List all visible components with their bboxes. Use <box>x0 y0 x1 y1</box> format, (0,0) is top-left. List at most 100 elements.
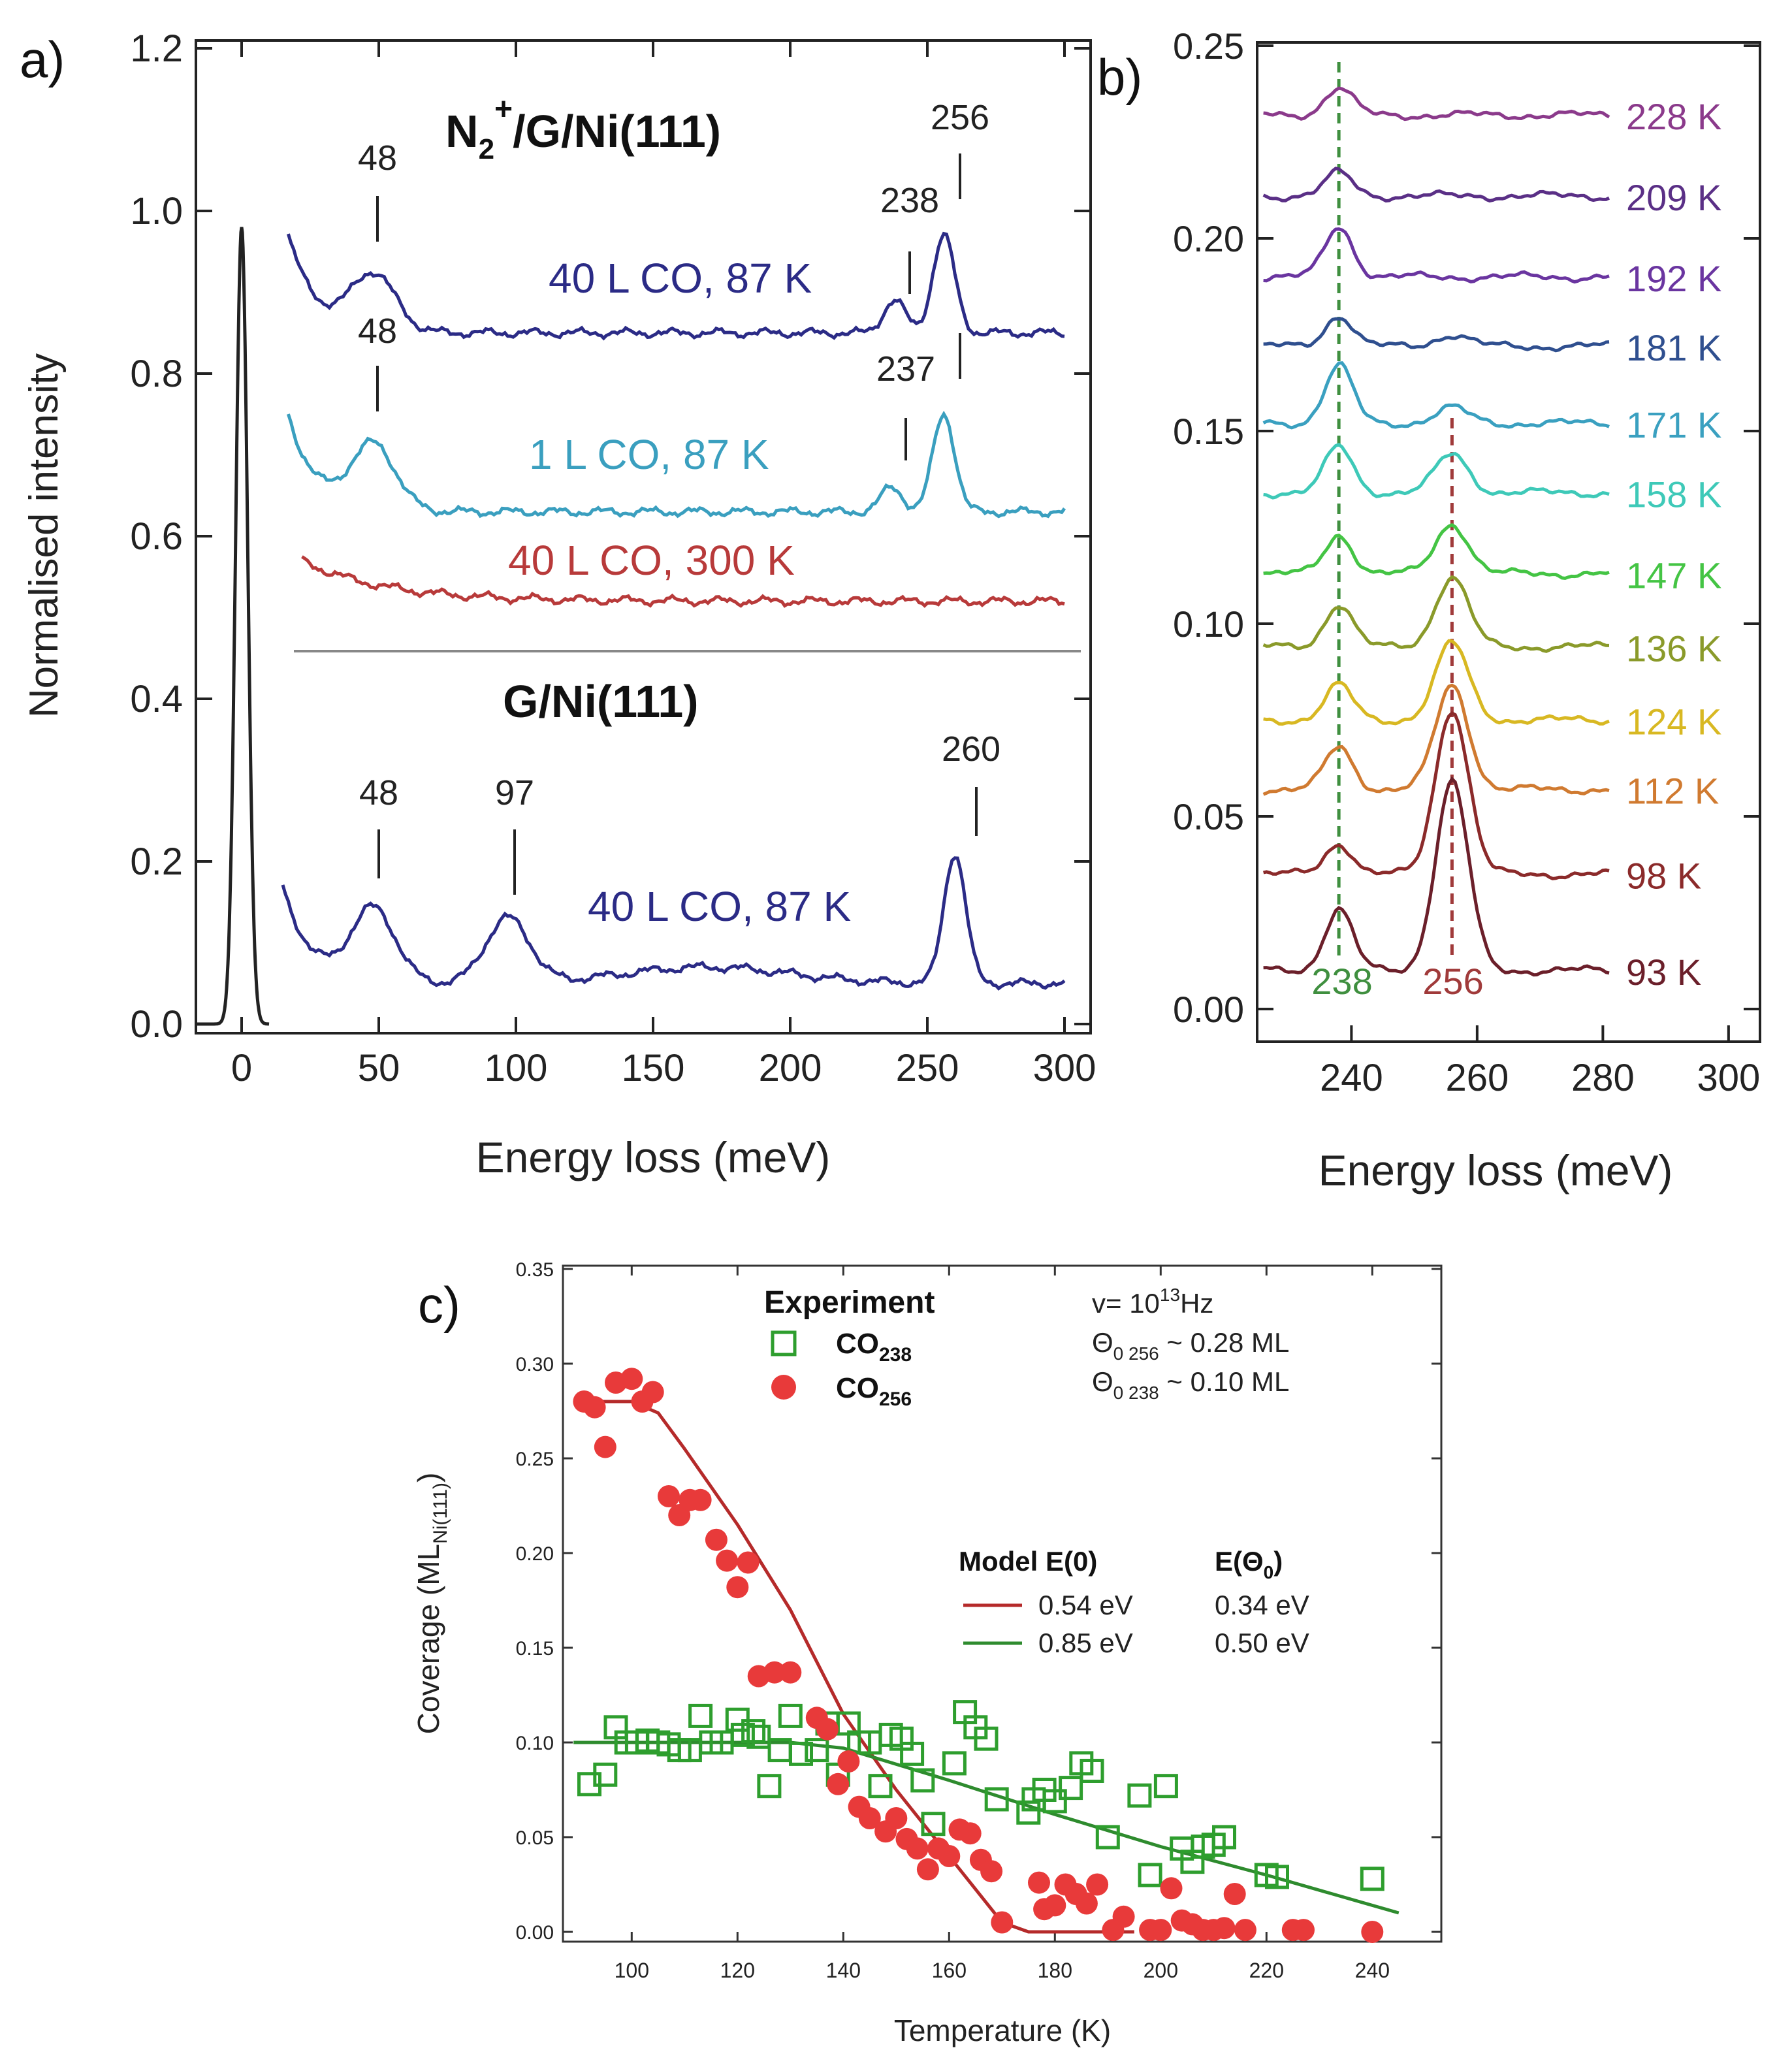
panel-c-xtick-label: 120 <box>720 1959 755 1982</box>
model-curve-054 <box>584 1400 1134 1934</box>
temperature-label: 147 K <box>1626 554 1721 596</box>
co238-point <box>746 1724 771 1749</box>
panel-c-xtick-label: 180 <box>1038 1959 1072 1982</box>
co256-point <box>1213 1917 1236 1940</box>
co238-point <box>910 1768 935 1793</box>
panel-b-axes-frame <box>1256 41 1761 1043</box>
co238-point <box>984 1787 1009 1812</box>
co256-point <box>885 1807 908 1829</box>
co256-point <box>620 1368 643 1390</box>
co256-point <box>763 1661 786 1684</box>
temperature-label: 93 K <box>1626 952 1701 993</box>
panel-c-letter: c) <box>418 1276 460 1334</box>
panel-a-ytick-label: 0.8 <box>130 353 183 395</box>
panel-c-xtick-label: 200 <box>1144 1959 1178 1982</box>
co238-point <box>593 1762 618 1787</box>
legend-label-co256: CO256 <box>836 1372 912 1410</box>
co256-point <box>938 1845 961 1867</box>
temperature-curve-228K <box>1263 86 1610 121</box>
legend-title-experiment: Experiment <box>764 1285 935 1320</box>
co256-point <box>779 1661 802 1684</box>
panel-a-ylabel: Normalised intensity <box>22 353 67 718</box>
panel-c-xtick-label: 100 <box>615 1959 649 1982</box>
temperature-label: 192 K <box>1626 258 1721 299</box>
panel-a-xtick-label: 100 <box>485 1047 548 1089</box>
panel-b-axis-ticks: 240 260 280 300 0.00 0.05 0.10 0.15 0.20 0.25 <box>1173 25 1760 1099</box>
panel-a-xtick-label: 300 <box>1033 1047 1096 1089</box>
temperature-label: 112 K <box>1626 771 1719 812</box>
panel-c-ytick-label: 0.35 <box>516 1259 554 1281</box>
legend-marker-co238 <box>771 1330 797 1356</box>
temperature-label: 228 K <box>1626 96 1721 137</box>
co256-point <box>991 1911 1014 1934</box>
peak-label-260: 260 <box>942 730 1000 769</box>
model-e0-054: 0.54 eV <box>1038 1590 1133 1620</box>
co256-point <box>858 1807 881 1829</box>
co256-point <box>837 1750 860 1772</box>
co238-point <box>741 1719 766 1744</box>
co256-point <box>716 1549 739 1572</box>
panel-c-axes-frame <box>562 1264 1443 1943</box>
peak-label-48-bottom: 48 <box>359 773 398 812</box>
panel-c-ytick-label: 0.10 <box>516 1733 554 1754</box>
co238-point <box>805 1738 829 1763</box>
co256-point <box>1149 1919 1172 1942</box>
co238-point <box>1127 1783 1152 1808</box>
co256-point <box>594 1435 616 1458</box>
panel-b-xlabel: Energy loss (meV) <box>1319 1146 1673 1195</box>
panel-b-marker-label-256: 256 <box>1422 961 1483 1002</box>
co256-point <box>689 1488 712 1511</box>
panel-a: a) 0 50 100 150 200 250 300 0.0 0.2 0.4 0.6 0.8 1.0 1… <box>20 27 1096 1181</box>
param-frequency: v= 1013Hz <box>1092 1285 1213 1319</box>
temperature-label: 158 K <box>1626 473 1721 515</box>
panel-c-axis-ticks: 100 120 140 160 180 200 220 240 0.00 0.05 0.10 0.15… <box>516 1259 1441 1982</box>
co238-point <box>900 1741 925 1766</box>
panel-c-ytick-label: 0.15 <box>516 1638 554 1660</box>
panel-a-xtick-label: 150 <box>622 1047 685 1089</box>
peak-label-48-mid: 48 <box>358 312 397 351</box>
temperature-curve-209K <box>1262 167 1610 203</box>
co256-point <box>816 1718 839 1740</box>
temperature-curve-192K <box>1263 227 1610 284</box>
panel-b-ytick-label: 0.00 <box>1173 989 1244 1030</box>
panel-b-spectra <box>1262 86 1610 977</box>
peak-label-238: 238 <box>880 181 939 220</box>
co256-point <box>1361 1921 1384 1943</box>
spectrum-label-40L-300K: 40 L CO, 300 K <box>508 537 795 584</box>
co256-point <box>827 1772 850 1795</box>
co238-point <box>778 1703 803 1728</box>
panel-c-ytick-label: 0.30 <box>516 1354 554 1375</box>
co238-point <box>1212 1825 1236 1850</box>
panel-a-xtick-label: 0 <box>231 1047 252 1089</box>
temperature-curve-171K <box>1262 361 1610 430</box>
model-etheta-050: 0.50 eV <box>1215 1628 1309 1658</box>
co238-point <box>1016 1800 1041 1825</box>
panel-b-ytick-label: 0.10 <box>1173 603 1244 645</box>
panel-c-ylabel: Coverage (MLNi(111)) <box>411 1473 451 1735</box>
panel-a-ytick-label: 1.0 <box>130 190 183 233</box>
param-theta-238: Θ0 238 ~ 0.10 ML <box>1092 1366 1289 1403</box>
panel-b-ytick-label: 0.15 <box>1173 411 1244 452</box>
panel-b-marker-label-238: 238 <box>1311 961 1372 1002</box>
co256-point <box>1112 1905 1135 1928</box>
co238-point <box>921 1812 946 1836</box>
panel-a-title-top: N2+/G/Ni(111) <box>445 92 721 165</box>
spectrum-curve-4 <box>281 856 1066 991</box>
co256-point <box>1160 1877 1183 1900</box>
co256-point <box>959 1822 982 1845</box>
co256-point <box>1292 1919 1315 1942</box>
panel-b-xtick-label: 300 <box>1697 1057 1760 1099</box>
param-theta-256: Θ0 256 ~ 0.28 ML <box>1092 1327 1289 1364</box>
temperature-curve-124K <box>1263 639 1610 726</box>
temperature-curve-181K <box>1263 317 1610 353</box>
panel-a-xtick-label: 200 <box>759 1047 822 1089</box>
panel-c-ytick-label: 0.00 <box>516 1922 554 1944</box>
co238-point <box>868 1774 893 1799</box>
panel-a-letter: a) <box>20 31 65 88</box>
model-e0-085: 0.85 eV <box>1038 1628 1133 1658</box>
panel-b-letter: b) <box>1097 48 1142 106</box>
temperature-curve-158K <box>1263 442 1610 500</box>
panel-b-xtick-label: 280 <box>1571 1057 1635 1099</box>
panel-c-xtick-label: 160 <box>932 1959 967 1982</box>
panel-a-ytick-label: 1.2 <box>130 27 183 70</box>
